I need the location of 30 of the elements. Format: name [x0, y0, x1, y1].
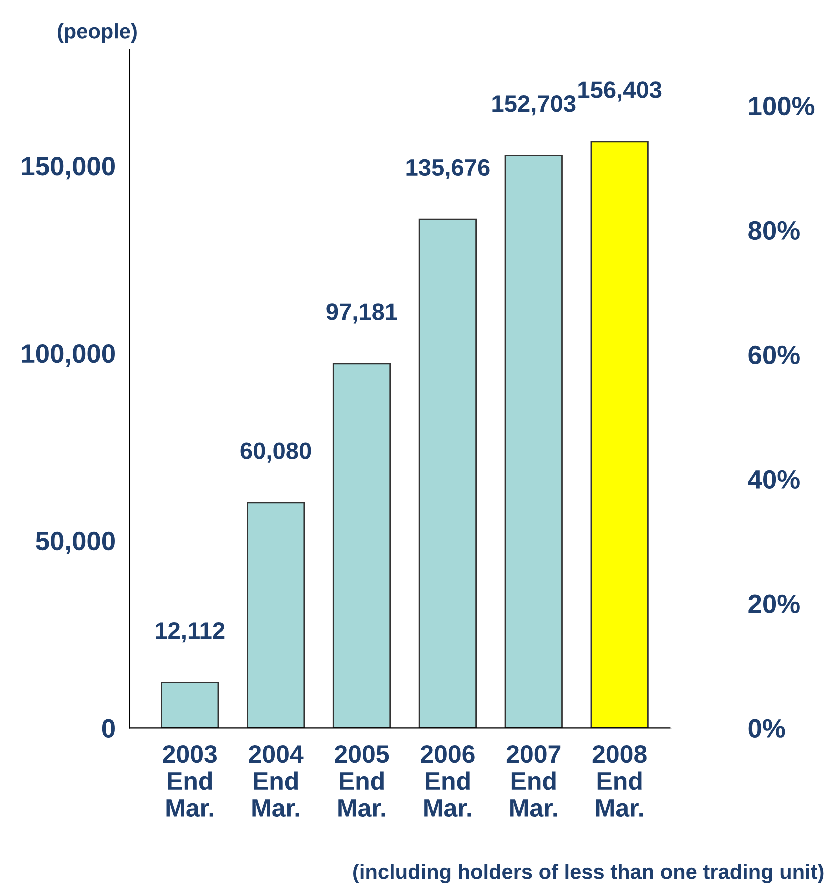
y-tick-label: 150,000: [22, 157, 115, 180]
y-axis-title: (people): [58, 24, 137, 43]
data-label: 152,703: [492, 96, 576, 116]
y2-tick-label: 20%: [748, 594, 800, 614]
data-label: 60,080: [240, 442, 312, 463]
x-tick-label: 2008 End Mar.: [592, 745, 647, 818]
bar: [590, 141, 649, 728]
x-tick-label: 2003 End Mar.: [163, 745, 218, 818]
bar: [246, 502, 306, 728]
data-label: 97,181: [326, 304, 398, 324]
x-tick-label: 2007 End Mar.: [506, 745, 561, 818]
bar: [332, 363, 392, 728]
y2-tick-label: 40%: [748, 470, 800, 490]
y2-tick-label: 100%: [749, 96, 815, 116]
y-tick-label: 0: [102, 719, 115, 738]
bar: [504, 155, 563, 728]
bar: [161, 682, 220, 728]
y-tick-label: 100,000: [22, 344, 115, 367]
data-label: 12,112: [156, 622, 225, 643]
text: (including holders of less than one trading unit): [354, 864, 824, 884]
x-tick-label: 2006 End Mar.: [421, 745, 475, 818]
bar: [418, 218, 477, 728]
y2-tick-label: 80%: [748, 221, 800, 240]
x-tick-label: 2005 End Mar.: [335, 745, 390, 818]
data-label: 156,403: [578, 82, 662, 102]
y-tick-label: 50,000: [36, 532, 115, 554]
y2-tick-label: 60%: [748, 346, 800, 365]
x-tick-label: 2004 End Mar.: [249, 745, 304, 818]
data-label: 135,676: [406, 159, 490, 180]
y2-tick-label: 0%: [748, 719, 786, 738]
